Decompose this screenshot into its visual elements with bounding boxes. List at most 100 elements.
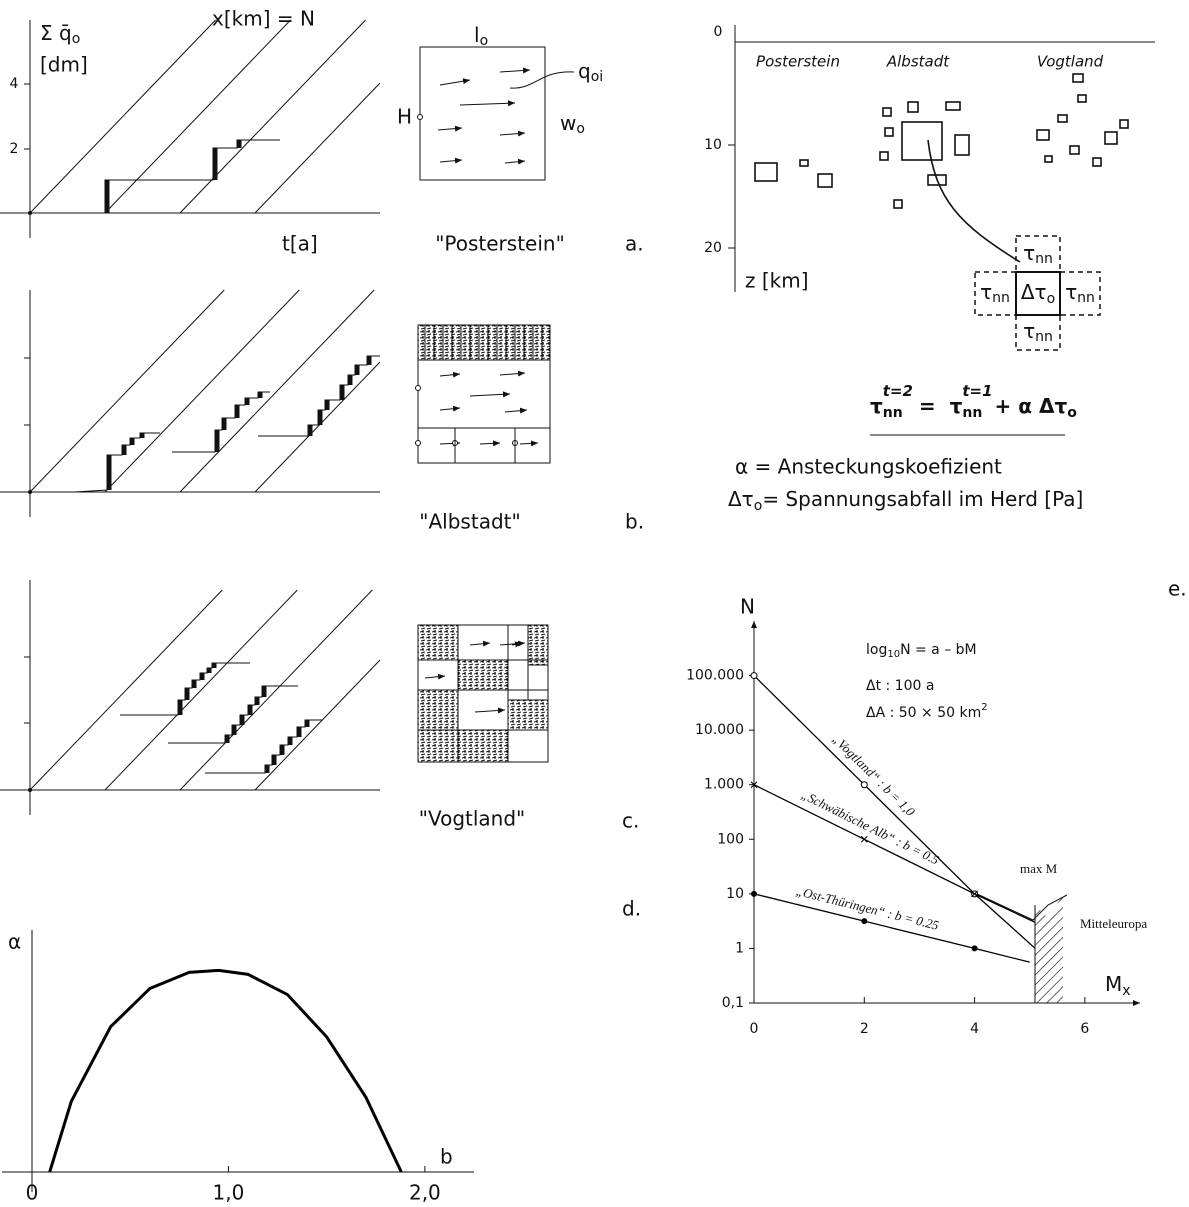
marker	[751, 673, 757, 679]
arrow	[505, 161, 525, 163]
note: Δt : 100 a	[866, 678, 934, 694]
panel-label: d.	[622, 897, 641, 921]
cell-label: τnn	[1023, 241, 1053, 268]
formula-part: 10	[887, 649, 900, 660]
caption: "Albstadt"	[419, 510, 520, 534]
cell-label: τnn	[1023, 319, 1053, 346]
x-tick-label: 0	[750, 1021, 759, 1037]
arrow	[438, 128, 462, 130]
tick-label: 20	[704, 240, 722, 256]
legend: Δτo= Spannungsabfall im Herd [Pa]	[728, 487, 1083, 515]
legend: α = Ansteckungskoefizient	[735, 455, 1002, 479]
note: ΔA : 50 × 50 km2	[866, 702, 988, 721]
cells	[458, 660, 508, 690]
caption: "Posterstein"	[435, 232, 565, 256]
formula-part: N = a – bM	[900, 642, 977, 658]
arrow	[470, 394, 510, 396]
cell-label: Δτo	[1021, 280, 1055, 308]
x-label-sub: x	[1122, 983, 1130, 999]
note-part: ΔA : 50 × 50 km	[866, 705, 981, 721]
diagonal	[30, 20, 216, 213]
arrow	[500, 70, 530, 72]
box-label: lo	[474, 23, 488, 50]
tick-label: 10	[704, 137, 722, 153]
y-label: Σ q̄o	[40, 21, 80, 48]
note-part: 2	[981, 702, 987, 713]
arrow	[470, 643, 490, 645]
y-tick-label: 10	[726, 886, 744, 902]
cells	[528, 625, 548, 665]
x-tick-label: 6	[1080, 1021, 1089, 1037]
faults	[755, 74, 1128, 262]
diagonal	[255, 83, 380, 213]
marker	[861, 836, 867, 842]
diagonal	[105, 590, 297, 790]
pointer	[510, 72, 574, 88]
x-tick-label: 1,0	[213, 1181, 245, 1205]
arrow	[440, 80, 470, 85]
series-label: „Schwäbische Alb“ : b = 0.5	[799, 787, 942, 868]
panel-label: c.	[622, 809, 639, 833]
region: Albstadt	[886, 53, 950, 71]
y-tick-label: 1	[735, 940, 744, 956]
cell-label: τnn	[1065, 280, 1095, 307]
tick-label: 0	[714, 24, 723, 40]
y-tick-label: 10.000	[695, 722, 744, 738]
caption: "Vogtland"	[419, 807, 525, 831]
x-tick-label: 2	[860, 1021, 869, 1037]
series-line	[754, 894, 1030, 962]
line-label: x[km] = N	[212, 7, 315, 31]
region: Posterstein	[756, 53, 840, 71]
y-tick-label: 0,1	[722, 995, 744, 1011]
marker	[861, 782, 867, 788]
y-label: z [km]	[745, 269, 809, 293]
formula: log10N = a – bM	[866, 642, 977, 660]
arrow	[505, 410, 527, 412]
arrow	[440, 160, 462, 162]
diagonal	[180, 290, 374, 492]
y-unit: [dm]	[40, 53, 88, 77]
x-tick-label: 4	[970, 1021, 979, 1037]
diagonal	[30, 290, 224, 492]
diagonal	[30, 590, 222, 790]
formula: τnnt=2=τnnt=1+ α Δτo	[870, 382, 1077, 422]
arrow	[480, 443, 500, 444]
panel-label: a.	[625, 232, 644, 256]
arrow	[500, 373, 525, 375]
x-label: b	[440, 1145, 453, 1169]
panel-label: e.	[1168, 577, 1187, 601]
y-tick-label: 100	[717, 831, 744, 847]
tick-label: 4	[10, 76, 19, 92]
arrow	[440, 408, 460, 410]
tick-label: 2	[10, 141, 19, 157]
marker	[861, 918, 867, 924]
hatched-region	[1035, 895, 1063, 1003]
cells	[418, 730, 508, 762]
diagonal	[105, 290, 299, 492]
marker	[972, 945, 978, 951]
arrow	[475, 710, 505, 712]
arrow	[440, 374, 460, 376]
node	[416, 386, 421, 391]
y-label: N	[740, 595, 755, 619]
arrow	[460, 103, 515, 105]
arrow	[520, 443, 538, 444]
y-tick-label: 1.000	[704, 777, 744, 793]
cells	[418, 625, 458, 660]
y-label: α	[8, 930, 21, 954]
figure: Σ q̄o [dm] x[km] = N t[a] 2 4 lo wo H qo…	[0, 0, 1189, 1207]
node	[418, 115, 423, 120]
box-label: H	[397, 105, 412, 129]
diagonal	[180, 20, 366, 213]
series-line	[50, 970, 402, 1172]
x-tick-label: 0	[26, 1181, 39, 1205]
cells	[418, 325, 550, 360]
diagonal	[105, 20, 291, 213]
panel-label: b.	[625, 510, 644, 534]
arrow	[500, 133, 525, 135]
marker	[751, 891, 757, 897]
arrow	[425, 676, 445, 678]
note: Mitteleuropa	[1080, 916, 1147, 931]
formula-part: log	[866, 642, 887, 658]
x-label: t[a]	[282, 232, 318, 256]
